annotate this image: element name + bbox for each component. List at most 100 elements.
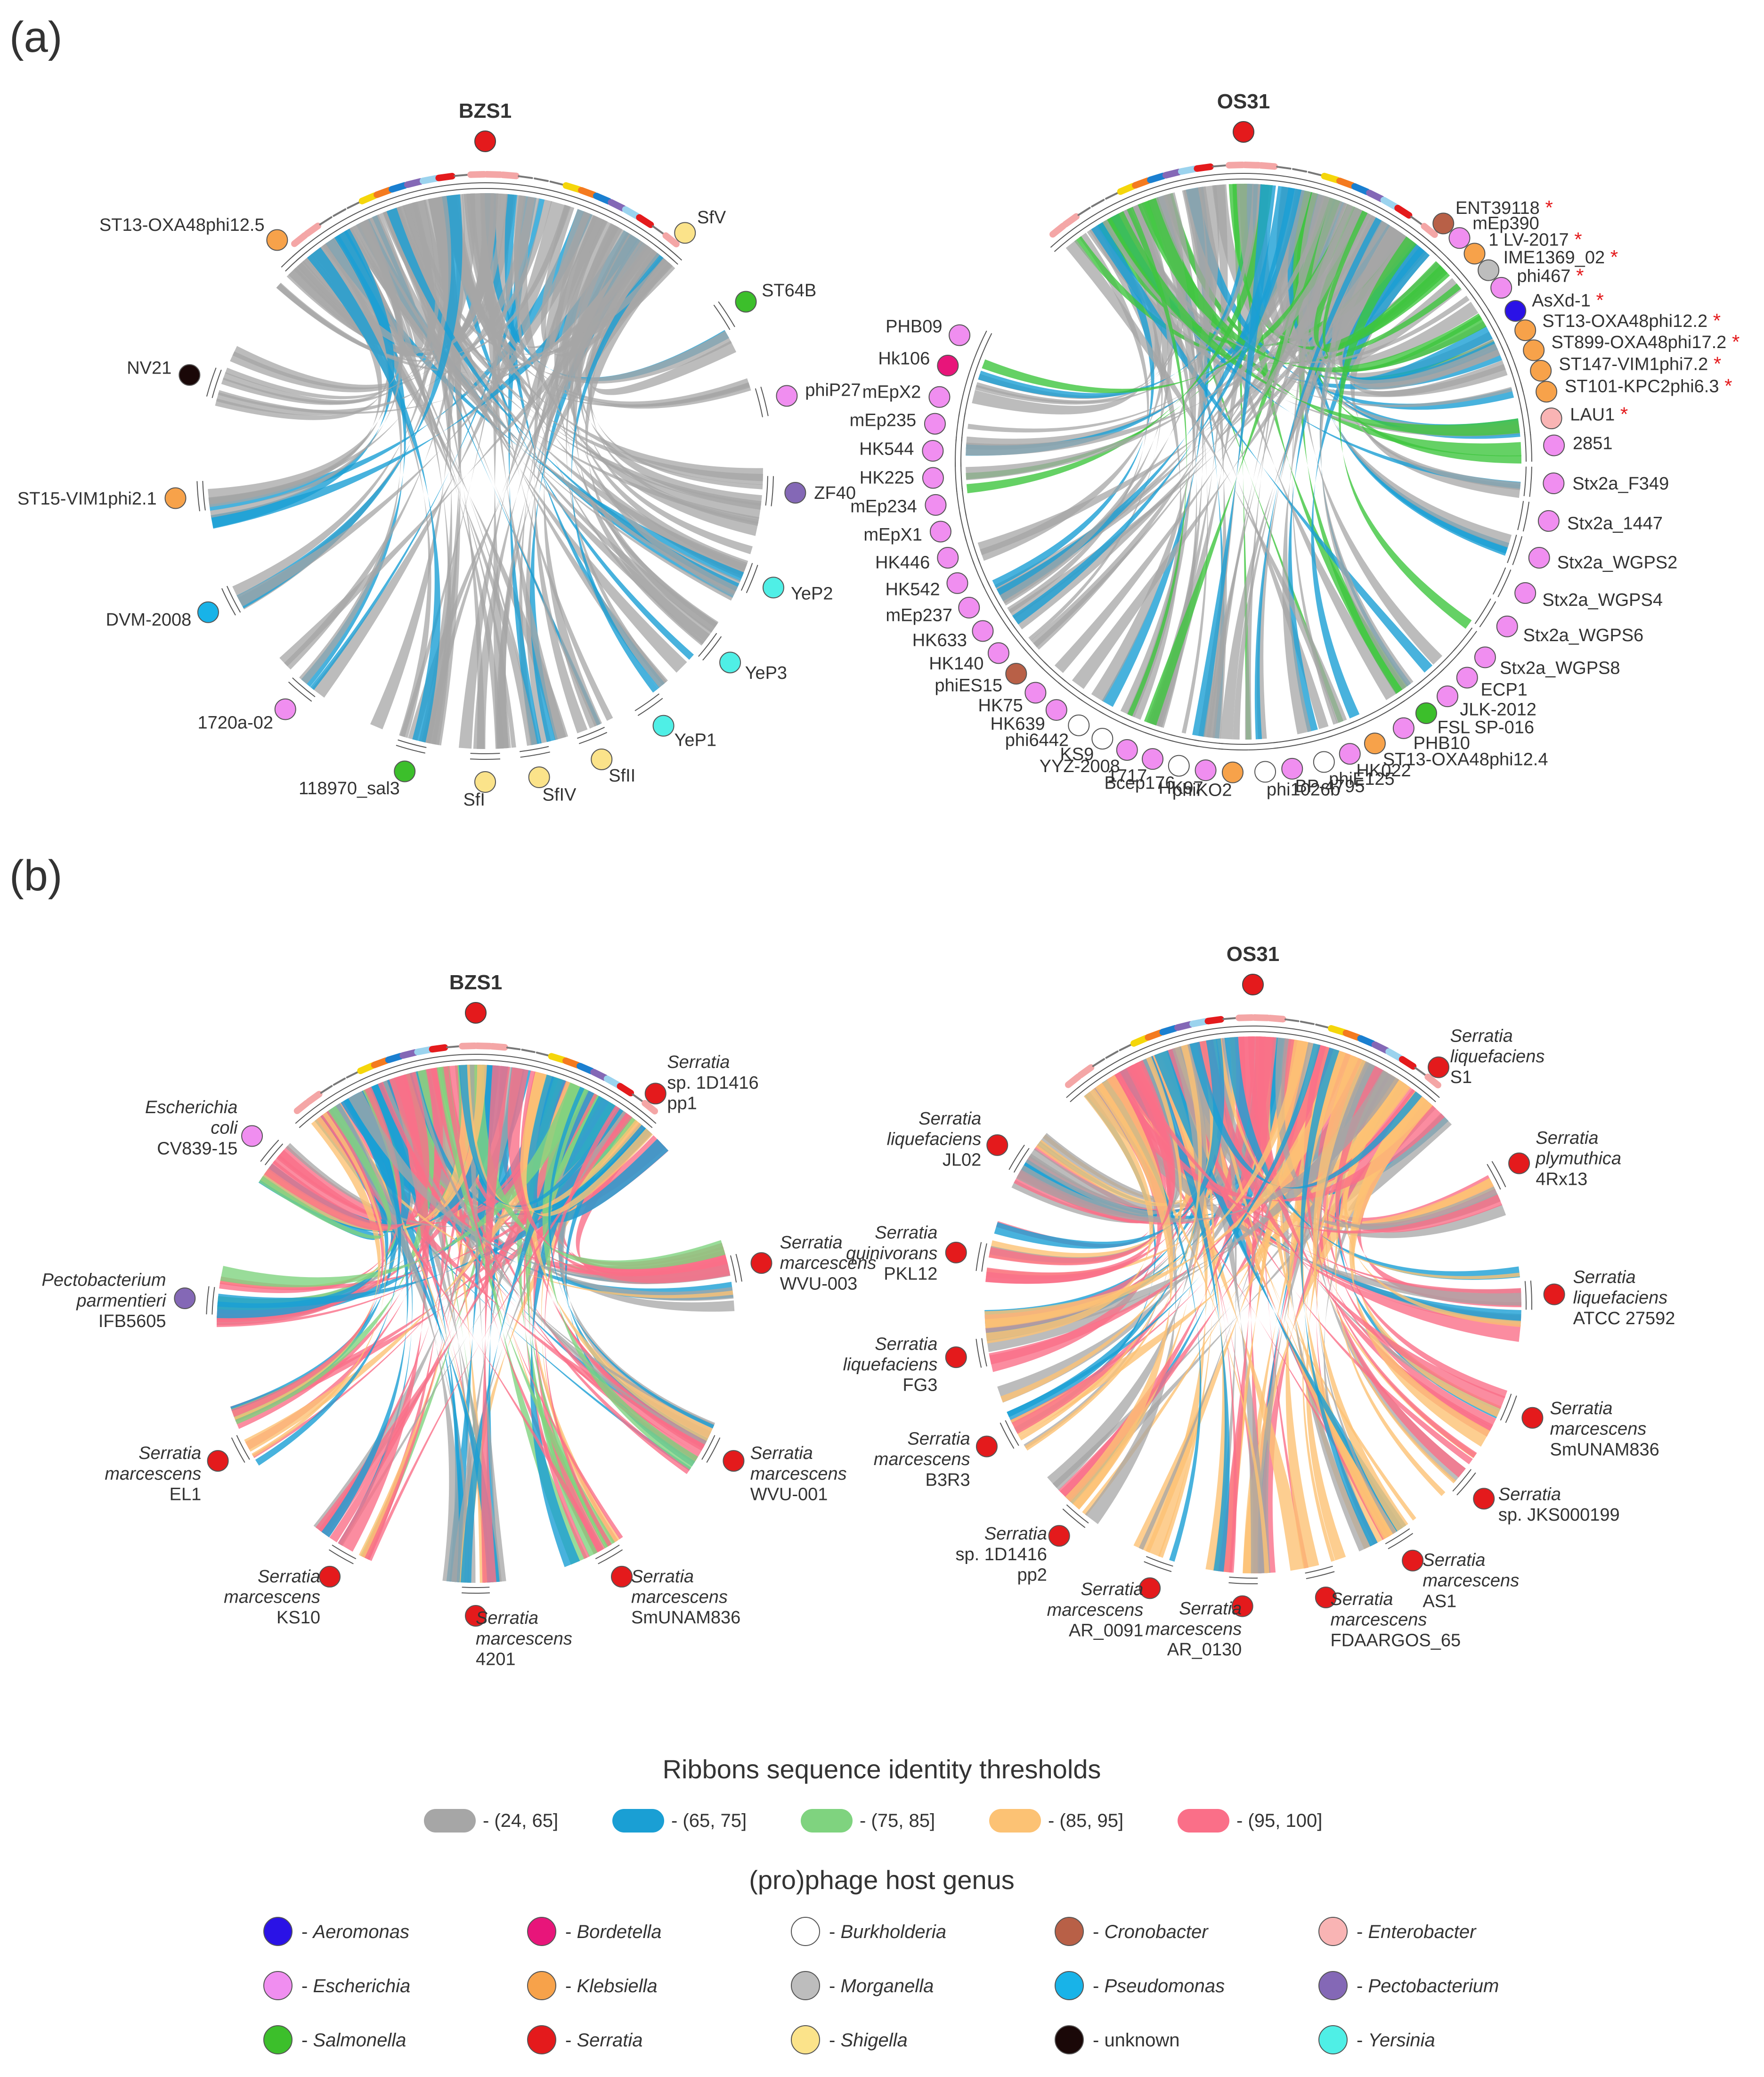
ring-segment bbox=[236, 1435, 250, 1460]
panel-letter: (a) bbox=[9, 13, 62, 61]
genome-ring bbox=[955, 162, 1532, 750]
ribbon bbox=[1113, 211, 1329, 729]
ring-segment bbox=[1452, 1469, 1472, 1492]
genome-ring bbox=[206, 1043, 742, 1594]
ring-segment bbox=[211, 1287, 215, 1315]
host-dot bbox=[1514, 319, 1536, 342]
host-dot bbox=[1543, 472, 1565, 495]
ring-segment bbox=[1000, 1422, 1015, 1449]
ribbon bbox=[260, 1069, 435, 1232]
label-line: Serratia bbox=[1423, 1550, 1485, 1570]
host-dot bbox=[735, 291, 757, 313]
host-dot bbox=[972, 620, 994, 642]
phage-title: OS31 bbox=[1227, 943, 1280, 966]
gene-arrow bbox=[1159, 1025, 1179, 1035]
gene-arrow bbox=[1062, 213, 1080, 228]
ring-segment bbox=[577, 726, 605, 739]
ribbon bbox=[277, 1081, 584, 1225]
ribbon bbox=[571, 252, 664, 693]
star-marker: * bbox=[1591, 289, 1604, 311]
gene-arrow bbox=[1065, 1073, 1082, 1088]
legend2-title: (pro)phage host genus bbox=[749, 1865, 1015, 1895]
phage-label: Serratia marcescens SmUNAM836 bbox=[631, 1567, 740, 1628]
ring-segment bbox=[970, 360, 980, 389]
label-line: KS10 bbox=[276, 1608, 320, 1628]
label-line: AR_0130 bbox=[1167, 1640, 1242, 1660]
phage-host-dot bbox=[474, 130, 496, 152]
ribbon bbox=[1213, 1038, 1237, 1572]
phage-label: ST15-VIM1phi2.1 bbox=[17, 489, 157, 509]
ring-segment bbox=[1248, 747, 1279, 750]
ring-segment bbox=[292, 677, 316, 697]
label-line: Serratia bbox=[750, 1443, 813, 1463]
legend2-dot bbox=[263, 1971, 293, 2000]
legend2-label: - Pseudomonas bbox=[1093, 1976, 1225, 1996]
host-dot bbox=[319, 1565, 341, 1588]
ribbon bbox=[1351, 1091, 1502, 1417]
host-dot bbox=[1428, 1056, 1450, 1078]
host-dot bbox=[1415, 702, 1437, 724]
phage-label: Serratia marcescens EL1 bbox=[105, 1443, 201, 1504]
phage-label: HK633 bbox=[912, 630, 967, 650]
ring-segment bbox=[1456, 1472, 1476, 1496]
ribbon bbox=[466, 1065, 506, 1582]
phage-host-dot bbox=[465, 1002, 487, 1024]
ring-segment bbox=[637, 698, 663, 716]
label-line: coli bbox=[211, 1118, 238, 1138]
gene-arrow bbox=[1077, 1064, 1095, 1079]
legend2-dot bbox=[1318, 2025, 1348, 2054]
gene-arrow bbox=[333, 208, 347, 217]
ring-segment bbox=[1385, 1528, 1410, 1545]
phage-label: ECP1 bbox=[1481, 680, 1528, 700]
ring-segment bbox=[396, 745, 425, 754]
panel-letter: (b) bbox=[9, 852, 62, 900]
label-line: Serratia bbox=[476, 1608, 538, 1628]
phage-label: Stx2a_WGPS8 bbox=[1500, 659, 1620, 678]
legend2-label: - Pectobacterium bbox=[1357, 1976, 1499, 1996]
phage-label: Serratia marcescens KS10 bbox=[224, 1567, 320, 1628]
phage-label: mEp235 bbox=[850, 411, 917, 431]
phage-label: Bcep176 bbox=[1104, 774, 1175, 793]
gene-arrow bbox=[562, 1057, 581, 1069]
gene-arrow bbox=[1410, 216, 1423, 226]
phage-label: ST13-OXA48phi12.2 * bbox=[1542, 310, 1721, 332]
ribbon bbox=[1091, 187, 1210, 702]
ring-segment bbox=[979, 333, 992, 361]
ring-segment bbox=[702, 636, 722, 661]
ring-segment bbox=[196, 481, 200, 512]
star-marker: * bbox=[1708, 352, 1721, 375]
gene-arrow bbox=[1380, 196, 1399, 210]
host-dot bbox=[266, 229, 288, 251]
phage-label: 2851 bbox=[1573, 433, 1613, 453]
gene-arrow bbox=[603, 1075, 622, 1089]
host-dot bbox=[1432, 212, 1455, 235]
phage-label: SfII bbox=[609, 766, 635, 786]
host-dot bbox=[1521, 1407, 1544, 1429]
ring-segment bbox=[398, 739, 427, 748]
genome-ring bbox=[975, 1014, 1532, 1584]
ring-segment bbox=[1491, 1161, 1506, 1188]
ring-segment bbox=[1492, 567, 1506, 595]
host-dot bbox=[1168, 755, 1190, 777]
gene-arrow bbox=[1328, 1025, 1347, 1036]
ribbon bbox=[1122, 1059, 1309, 1571]
phage-label: phiE125 bbox=[1329, 769, 1394, 789]
host-dot bbox=[674, 222, 696, 244]
ring-segment bbox=[1008, 1144, 1025, 1170]
gene-arrow bbox=[1284, 1018, 1300, 1022]
ring-segment bbox=[1378, 700, 1405, 717]
gene-arrow bbox=[1357, 1035, 1376, 1047]
label-line: Serratia bbox=[1573, 1267, 1636, 1287]
legend1-swatch bbox=[801, 1809, 853, 1833]
host-dot bbox=[465, 1605, 487, 1627]
gene-arrow bbox=[467, 171, 488, 178]
ring-segment bbox=[1517, 501, 1524, 530]
ring-segment bbox=[760, 386, 769, 416]
host-dot bbox=[1530, 360, 1552, 382]
legend2-label: - Yersinia bbox=[1357, 2030, 1435, 2051]
phage-label: 1717 bbox=[1107, 766, 1147, 786]
phage-label: Serratia liquefaciens S1 bbox=[1450, 1026, 1545, 1087]
ring-segment bbox=[264, 1143, 284, 1165]
label-line: FG3 bbox=[902, 1376, 937, 1395]
